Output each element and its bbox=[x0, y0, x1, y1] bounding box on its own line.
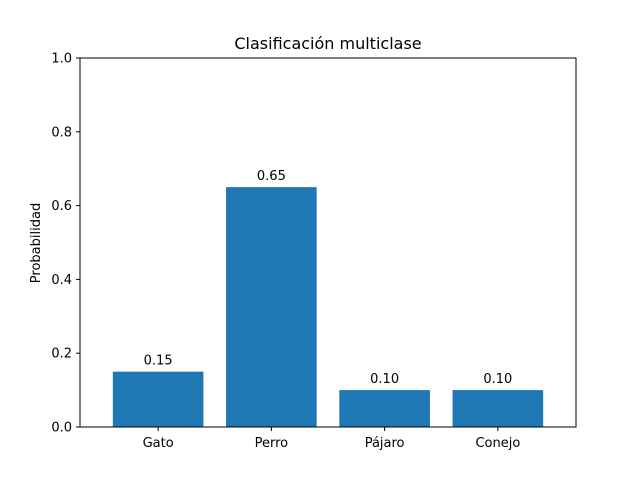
bar-gato bbox=[112, 371, 204, 427]
x-tick-label-perro: Perro bbox=[255, 436, 289, 451]
data-label-gato: 0.15 bbox=[144, 354, 173, 369]
bar-conejo bbox=[452, 390, 544, 427]
y-tick-label: 0.2 bbox=[51, 347, 72, 362]
y-tick-label: 0.6 bbox=[51, 199, 72, 214]
y-tick-label: 0.0 bbox=[51, 421, 72, 436]
x-tick-label-conejo: Conejo bbox=[475, 436, 520, 451]
x-tick-label-pájaro: Pájaro bbox=[365, 436, 405, 451]
data-label-pájaro: 0.10 bbox=[370, 372, 399, 387]
chart-title: Clasificación multiclase bbox=[234, 34, 421, 53]
axes-frame bbox=[79, 57, 577, 428]
data-label-conejo: 0.10 bbox=[483, 372, 512, 387]
y-tick-label: 0.4 bbox=[51, 273, 72, 288]
data-label-perro: 0.65 bbox=[257, 169, 286, 184]
y-tick-label: 0.8 bbox=[51, 125, 72, 140]
bar-perro bbox=[226, 187, 317, 427]
y-tick-label: 1.0 bbox=[51, 52, 72, 67]
plot-area: 0.15 0.65 0.10 0.10 0.0 0.2 0.4 0.6 0.8 1.0 Gato Pe… bbox=[51, 52, 577, 451]
x-tick-label-gato: Gato bbox=[143, 436, 174, 451]
bar-pájaro bbox=[339, 390, 430, 427]
y-axis-label: Probabilidad bbox=[29, 203, 44, 283]
